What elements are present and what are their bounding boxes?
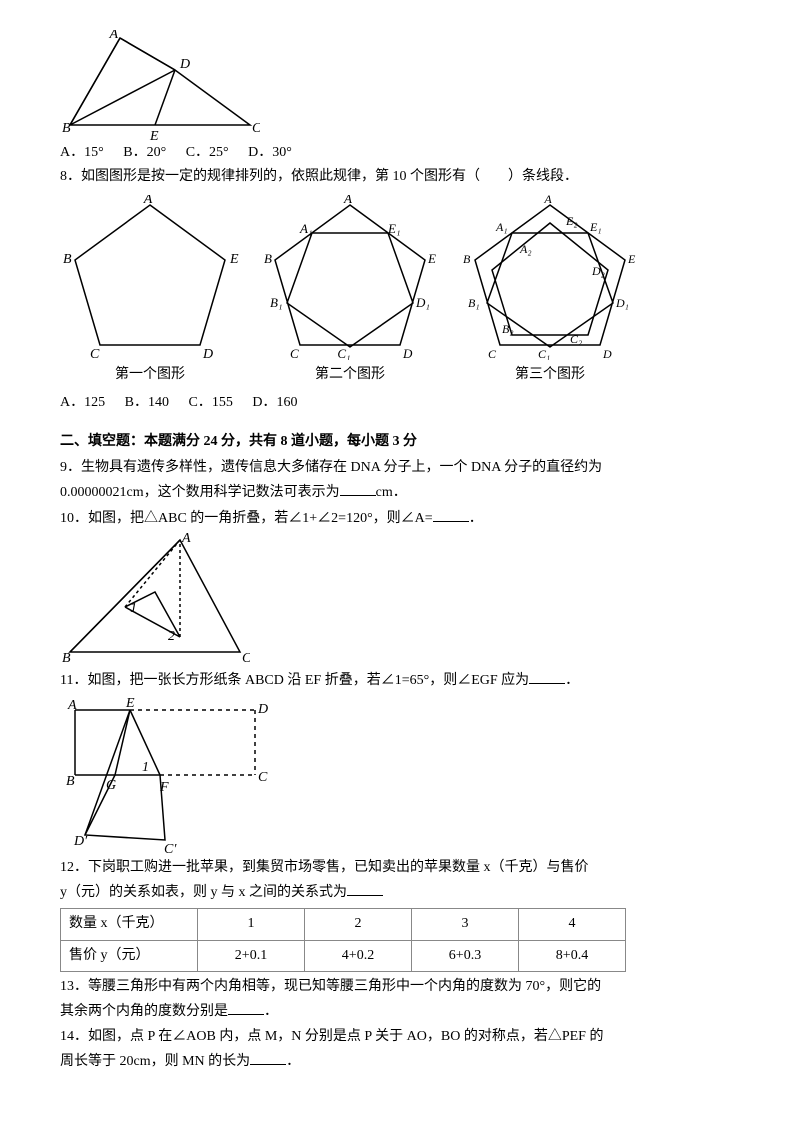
q8-opt-a: A．125 (60, 395, 113, 410)
q11-blank (529, 669, 565, 684)
svg-text:E₁: E₁ (387, 221, 400, 236)
svg-text:B₂: B₂ (502, 322, 514, 336)
q8-cap1: 第一个图形 (60, 364, 240, 386)
svg-text:C: C (488, 347, 497, 360)
q10-figure: A B C 1 2 (60, 532, 740, 667)
q14-line1: 14．如图，点 P 在∠AOB 内，点 M，N 分别是点 P 关于 AO，BO … (60, 1026, 740, 1048)
q7-opt-d: D．30° (248, 145, 300, 160)
svg-text:D: D (179, 57, 190, 72)
svg-text:E₁: E₁ (589, 220, 602, 234)
svg-text:E: E (125, 696, 135, 711)
q8-cap2: 第二个图形 (260, 364, 440, 386)
section2-title: 二、填空题：本题满分 24 分，共有 8 道小题，每小题 3 分 (60, 431, 740, 453)
svg-text:A: A (67, 698, 77, 713)
svg-text:C: C (258, 770, 268, 785)
table-row: 数量 x（千克） 1 2 3 4 (61, 909, 626, 940)
q7-opt-c: C．25° (186, 145, 237, 160)
svg-text:1: 1 (142, 760, 149, 775)
svg-text:C₁: C₁ (538, 347, 550, 360)
q14-line2: 周长等于 20cm，则 MN 的长为． (60, 1050, 740, 1073)
svg-text:D: D (202, 347, 213, 360)
q14-blank (250, 1050, 286, 1065)
svg-text:B: B (463, 252, 471, 266)
svg-text:A: A (143, 195, 153, 207)
q7-options: A．15° B．20° C．25° D．30° (60, 142, 740, 164)
table-row: 售价 y（元） 2+0.1 4+0.2 6+0.3 8+0.4 (61, 940, 626, 971)
svg-text:D: D (402, 346, 413, 360)
svg-text:B₁: B₁ (270, 295, 282, 310)
svg-text:E: E (149, 129, 159, 140)
q8-opt-b: B．140 (125, 395, 177, 410)
svg-text:A₁: A₁ (495, 220, 508, 234)
q10-blank (433, 507, 469, 522)
q11-text: 11．如图，把一张长方形纸条 ABCD 沿 EF 折叠，若∠1=65°，则∠EG… (60, 669, 740, 692)
svg-text:F: F (159, 780, 169, 795)
q12-blank (347, 881, 383, 896)
q12-table: 数量 x（千克） 1 2 3 4 售价 y（元） 2+0.1 4+0.2 6+0… (60, 908, 626, 972)
q9-line2: 0.00000021cm，这个数用科学记数法可表示为cm． (60, 481, 740, 504)
svg-text:B: B (62, 121, 71, 136)
q7-figure: A B C D E (60, 30, 740, 140)
q11-figure: A E D B G F C D′ C′ 1 (60, 695, 740, 855)
svg-text:C: C (252, 121, 260, 136)
q8-opt-d: D．160 (252, 395, 305, 410)
svg-text:C₁: C₁ (337, 346, 350, 360)
svg-text:E: E (229, 252, 239, 267)
svg-text:A: A (343, 195, 352, 206)
q8-opt-c: C．155 (188, 395, 240, 410)
q7-opt-b: B．20° (123, 145, 174, 160)
svg-text:B: B (66, 774, 75, 789)
q12-line2: y（元）的关系如表，则 y 与 x 之间的关系式为 (60, 881, 740, 904)
svg-text:A: A (543, 195, 552, 206)
svg-text:D₁: D₁ (615, 296, 629, 310)
svg-text:C: C (242, 651, 250, 666)
q13-blank (228, 1000, 264, 1015)
q8-figures: A E D C B 第一个图形 A E D C B A₁ E₁ D₁ (60, 195, 740, 386)
q9-line1: 9．生物具有遗传多样性，遗传信息大多储存在 DNA 分子上，一个 DNA 分子的… (60, 457, 740, 479)
svg-text:E: E (627, 252, 636, 266)
svg-text:C′: C′ (164, 842, 177, 855)
svg-text:A: A (108, 30, 118, 42)
q9-blank (340, 481, 376, 496)
svg-text:1: 1 (130, 601, 137, 616)
svg-text:C₂: C₂ (570, 332, 582, 346)
q7-opt-a: A．15° (60, 145, 112, 160)
svg-text:C: C (290, 346, 299, 360)
q13-line2: 其余两个内角的度数分别是． (60, 1000, 740, 1023)
svg-text:A₁: A₁ (299, 221, 312, 236)
svg-text:A₂: A₂ (519, 242, 532, 256)
q10-text: 10．如图，把△ABC 的一角折叠，若∠1+∠2=120°，则∠A=． (60, 507, 740, 530)
svg-text:E₂: E₂ (565, 214, 578, 228)
q12-line1: 12．下岗职工购进一批苹果，到集贸市场零售，已知卖出的苹果数量 x（千克）与售价 (60, 857, 740, 879)
svg-text:C: C (90, 347, 100, 360)
svg-text:B: B (63, 252, 72, 267)
svg-text:2: 2 (168, 629, 175, 644)
svg-text:B: B (62, 651, 71, 666)
svg-text:B: B (264, 251, 272, 266)
q8-text: 8．如图图形是按一定的规律排列的，依照此规律，第 10 个图形有（ ）条线段． (60, 166, 740, 188)
svg-text:G: G (106, 778, 116, 793)
q8-options: A．125 B．140 C．155 D．160 (60, 392, 740, 414)
svg-text:E: E (427, 251, 436, 266)
svg-text:B₁: B₁ (468, 296, 480, 310)
svg-text:D₁: D₁ (415, 295, 430, 310)
q8-cap3: 第三个图形 (460, 364, 640, 386)
svg-text:D: D (257, 702, 268, 717)
svg-text:D₂: D₂ (591, 264, 605, 278)
svg-text:D′: D′ (73, 834, 88, 849)
svg-text:A: A (181, 532, 191, 546)
q13-line1: 13．等腰三角形中有两个内角相等，现已知等腰三角形中一个内角的度数为 70°，则… (60, 976, 740, 998)
svg-text:D: D (602, 347, 612, 360)
